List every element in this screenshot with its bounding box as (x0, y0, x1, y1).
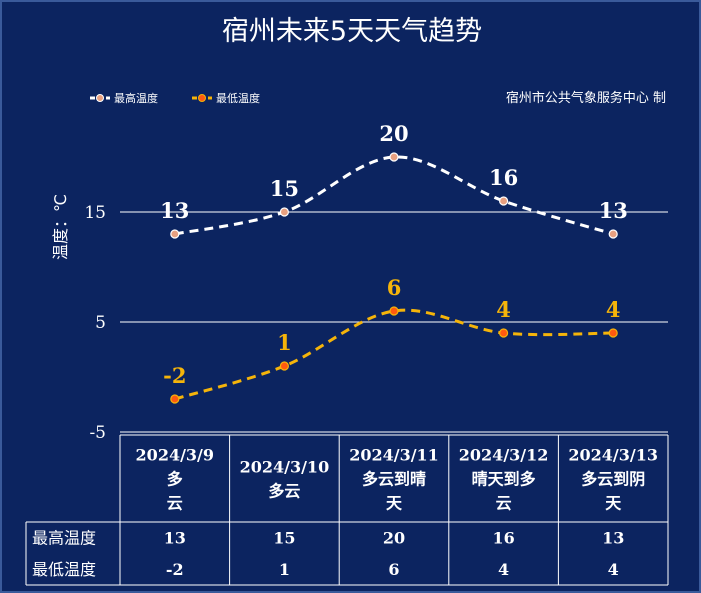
table-header-cell: 云 (496, 494, 512, 513)
legend-high-label: 最高温度 (114, 91, 158, 105)
high-temp-point (499, 196, 509, 206)
table-header-cell: 多云 (268, 482, 300, 501)
low-temp-data-label: 4 (606, 297, 621, 322)
y-tick-label: 5 (95, 313, 106, 333)
high-temp-data-label: 13 (599, 198, 628, 223)
table-header-cell: 天 (386, 494, 403, 513)
table-cell-high: 20 (383, 529, 405, 548)
table-header-cell: 2024/3/11 (349, 446, 439, 465)
high-temp-point (608, 229, 618, 239)
legend-high-marker (96, 94, 104, 102)
legend-low-label: 最低温度 (216, 91, 260, 105)
table-cell-low: 4 (608, 560, 619, 579)
low-temp-point (389, 306, 399, 316)
y-axis-label: 温度：℃ (51, 194, 70, 260)
table-header-cell: 云 (167, 494, 183, 513)
table-cell-high: 13 (602, 529, 624, 548)
high-temp-data-label: 20 (379, 121, 408, 146)
high-temp-point (279, 207, 289, 217)
table-cell-low: 1 (279, 560, 290, 579)
high-temp-data-label: 13 (160, 198, 189, 223)
table-cell-high: 16 (492, 529, 514, 548)
table-header-cell: 晴天到多 (472, 470, 536, 489)
gridlines (120, 211, 668, 433)
y-axis-ticks: 15 5 -5 (84, 203, 106, 443)
table-header-cell: 2024/3/10 (240, 458, 330, 477)
table-header-cell: 2024/3/12 (459, 446, 549, 465)
data-table: 2024/3/9多云2024/3/10多云2024/3/11多云到晴天2024/… (25, 434, 669, 586)
low-temp-line (174, 308, 614, 401)
low-temp-data-label: 1 (277, 330, 292, 355)
high-temp-point (389, 152, 399, 162)
high-temp-line (174, 155, 614, 236)
low-temp-point (279, 361, 289, 371)
chart-title: 宿州未来5天天气趋势 (222, 16, 482, 47)
low-temp-point (170, 394, 180, 404)
table-header-cell: 多云到晴 (362, 470, 426, 489)
table-header-cell: 2024/3/13 (568, 446, 658, 465)
low-temp-data-label: 4 (496, 297, 511, 322)
y-tick-label: -5 (89, 423, 106, 443)
y-tick-label: 15 (84, 203, 106, 223)
table-cell-low: 6 (388, 560, 399, 579)
table-header-cell: 2024/3/9 (136, 446, 214, 465)
high-temp-data-label: 16 (489, 165, 518, 190)
table-cell-low: 4 (498, 560, 509, 579)
low-temp-data-label: 6 (387, 275, 402, 300)
series-lines (170, 152, 618, 404)
high-temp-point (170, 229, 180, 239)
table-cell-high: 15 (273, 529, 295, 548)
table-cell-high: 13 (164, 529, 186, 548)
table-cell-low: -2 (166, 560, 184, 579)
legend: 最高温度 最低温度 (90, 91, 260, 105)
low-temp-point (608, 328, 618, 338)
low-temp-point (499, 328, 509, 338)
credit-text: 宿州市公共气象服务中心 制 (506, 90, 666, 106)
high-temp-data-label: 15 (270, 176, 299, 201)
table-header-cell: 多 (167, 470, 183, 489)
table-header-cell: 天 (605, 494, 622, 513)
row-label-low: 最低温度 (32, 560, 96, 579)
low-temp-data-label: -2 (163, 363, 186, 388)
table-header-cell: 多云到阴 (581, 470, 645, 489)
legend-low-marker (198, 94, 206, 102)
row-label-high: 最高温度 (32, 529, 96, 548)
